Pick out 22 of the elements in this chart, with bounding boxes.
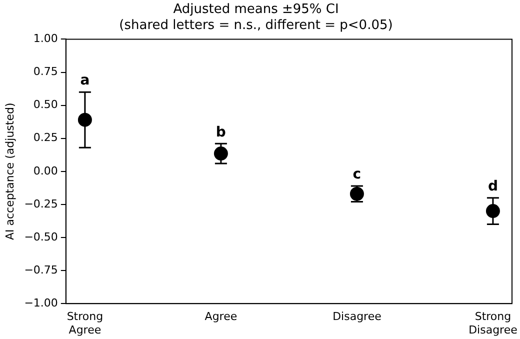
point: [78, 112, 92, 127]
y-tick-label: −0.50: [24, 230, 58, 244]
annotation: c: [352, 166, 362, 183]
y-tick-label: 0.75: [33, 65, 58, 78]
point: [486, 204, 500, 218]
y-tick-label: 0.00: [33, 164, 58, 178]
x-tick-label: Strong Disagree: [468, 310, 518, 336]
chart-title: Adjusted means ±95% CI: [173, 2, 339, 18]
x-tick-label: Agree: [204, 310, 238, 324]
annotation: d: [488, 178, 498, 194]
y-tick-label: −1.00: [24, 296, 58, 310]
annotation: a: [80, 72, 90, 89]
y-tick-label: 0.25: [33, 131, 58, 144]
y-tick-label: −0.75: [24, 263, 58, 276]
x-tick-label: Strong Agree: [66, 310, 104, 336]
y-tick-label: −0.25: [24, 197, 58, 210]
chart-subtitle: (shared letters = n.s., different = p<0.05): [119, 18, 393, 33]
y-tick-label: 0.50: [33, 98, 58, 112]
x-tick-label: Disagree: [332, 310, 382, 324]
annotation: b: [216, 124, 226, 140]
y-axis-title: AI acceptance (adjusted): [3, 102, 16, 240]
y-tick-label: 1.00: [33, 32, 58, 46]
